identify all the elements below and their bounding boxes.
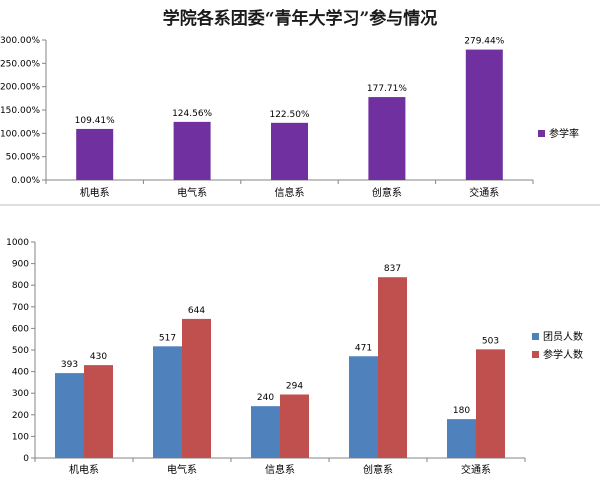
data-label: 124.56% <box>172 109 212 119</box>
legend-label: 参学率 <box>549 127 579 140</box>
x-category-label: 电气系 <box>177 186 207 199</box>
y-tick-label: 0 <box>23 454 29 464</box>
x-category-label: 创意系 <box>372 186 402 199</box>
x-category-label: 交通系 <box>469 186 499 199</box>
data-label: 240 <box>257 393 274 403</box>
participation-rate-chart: 0.00% 50.00% 100.00% 150.00% 200.00% 250.00% 3… <box>0 36 579 199</box>
data-label: 837 <box>384 264 401 274</box>
data-label: 122.50% <box>269 110 309 120</box>
bar <box>280 394 309 458</box>
y-tick-label: 300 <box>12 389 29 399</box>
bar <box>76 128 114 180</box>
data-label: 644 <box>188 306 205 316</box>
x-category-label: 电气系 <box>167 463 197 476</box>
y-tick-label: 900 <box>12 260 29 270</box>
y-tick-label: 700 <box>12 303 29 313</box>
bar <box>271 122 308 180</box>
data-label: 279.44% <box>464 37 504 47</box>
data-label: 517 <box>159 333 176 343</box>
bar <box>153 346 182 458</box>
bar <box>251 406 280 458</box>
page-title: 学院各系团委“青年大学习”参与情况 <box>162 9 438 29</box>
legend-label: 参学人数 <box>543 348 583 361</box>
data-label: 109.41% <box>75 116 115 126</box>
data-label: 294 <box>286 381 303 391</box>
bar <box>378 277 407 458</box>
y-tick-label: 300.00% <box>0 36 40 46</box>
bar <box>447 419 476 458</box>
legend-swatch <box>532 351 539 358</box>
y-tick-label: 50.00% <box>6 153 41 163</box>
x-category-label: 信息系 <box>275 186 305 199</box>
y-tick-label: 200.00% <box>0 83 40 93</box>
y-tick-label: 250.00% <box>0 59 40 69</box>
y-tick-label: 1000 <box>6 238 29 248</box>
data-label: 471 <box>355 343 372 353</box>
bar <box>84 365 113 458</box>
y-tick-label: 100 <box>12 432 29 442</box>
data-label: 177.71% <box>367 84 407 94</box>
data-label: 503 <box>482 336 499 346</box>
x-category-label: 机电系 <box>80 186 110 199</box>
y-tick-label: 150.00% <box>0 106 40 116</box>
data-label: 393 <box>61 360 78 370</box>
bar <box>182 318 211 458</box>
legend-label: 团员人数 <box>543 330 583 343</box>
x-category-label: 机电系 <box>69 463 99 476</box>
y-tick-label: 600 <box>12 324 29 334</box>
y-tick-label: 0.00% <box>11 176 40 186</box>
y-tick-label: 800 <box>12 281 29 291</box>
bar <box>465 49 503 180</box>
legend-swatch <box>532 333 539 340</box>
legend-swatch <box>538 130 545 137</box>
bar <box>368 97 406 180</box>
data-label: 430 <box>90 352 107 362</box>
y-tick-label: 500 <box>12 346 29 356</box>
y-tick-label: 100.00% <box>0 129 40 139</box>
x-category-label: 创意系 <box>363 463 393 476</box>
x-category-label: 信息系 <box>265 463 295 476</box>
y-tick-label: 400 <box>12 368 29 378</box>
x-category-label: 交通系 <box>461 463 491 476</box>
data-label: 180 <box>453 406 470 416</box>
bar <box>55 373 84 458</box>
y-tick-label: 200 <box>12 411 29 421</box>
bar <box>349 356 378 458</box>
bar <box>173 121 211 180</box>
bar <box>476 349 505 458</box>
